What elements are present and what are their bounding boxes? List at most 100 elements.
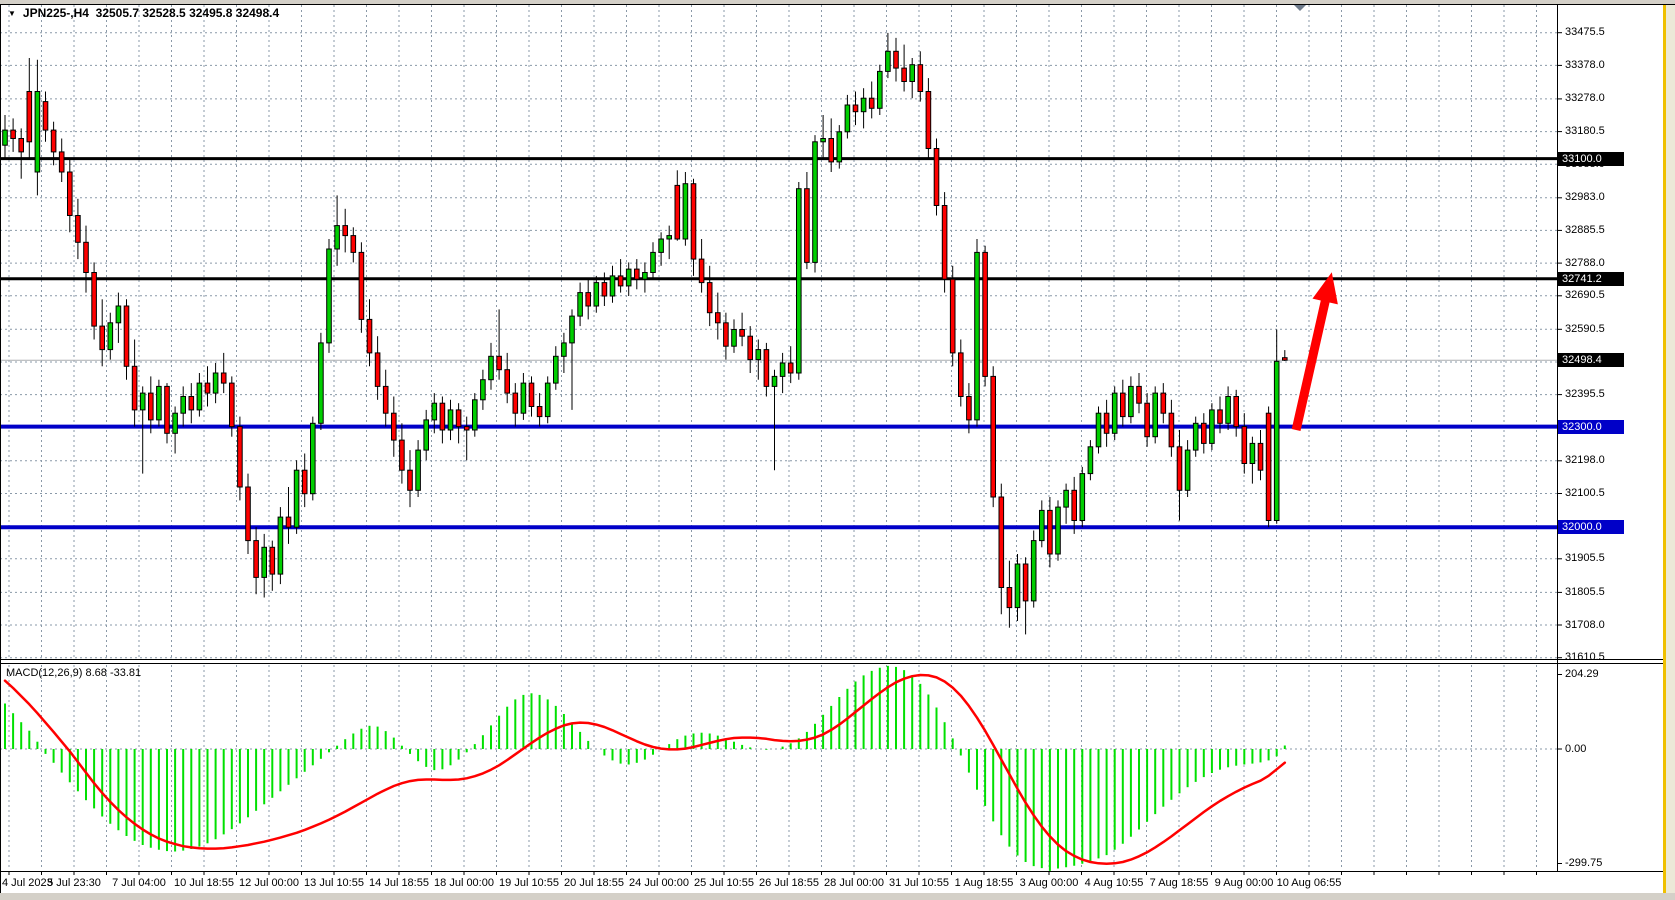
candle-body <box>472 399 478 431</box>
chart-shift-marker-icon[interactable] <box>1294 5 1306 11</box>
candle-body <box>553 355 559 384</box>
time-axis-label: 13 Jul 10:55 <box>304 877 364 889</box>
candle-body <box>1160 392 1167 414</box>
candle-body <box>1249 442 1256 464</box>
candle-body <box>1103 412 1110 434</box>
candle-body <box>747 335 754 361</box>
candle-body <box>1055 506 1061 555</box>
time-axis-label: 18 Jul 00:00 <box>434 877 494 889</box>
candle-body <box>1201 422 1207 444</box>
candle-body <box>561 342 567 357</box>
chart-title-ohlc: 32505.7 32528.5 32495.8 32498.4 <box>95 6 280 20</box>
time-axis-label: 31 Jul 10:55 <box>889 877 949 889</box>
candle-body <box>26 91 33 143</box>
candle-body <box>261 546 267 578</box>
candle-body <box>431 402 438 421</box>
candle-body <box>844 104 851 133</box>
candle-body <box>42 101 49 131</box>
candle-body <box>1282 357 1288 361</box>
candle-body <box>958 352 964 397</box>
price-tick-label: 32395.5 <box>1565 388 1605 401</box>
candle-body <box>885 50 891 72</box>
candle-body <box>852 104 859 113</box>
candle-body <box>642 272 648 280</box>
time-axis-label: 4 Aug 10:55 <box>1084 877 1144 889</box>
price-tick-label: 31905.5 <box>1565 552 1605 565</box>
time-axis-label: 14 Jul 18:55 <box>369 877 429 889</box>
candle-body <box>10 129 16 140</box>
candle-body <box>1209 409 1215 444</box>
candle-body <box>1111 392 1118 434</box>
candle-body <box>682 183 689 240</box>
time-axis-label: 10 Aug 06:55 <box>1276 877 1342 889</box>
candle-body <box>609 275 616 297</box>
candle-body <box>877 70 883 109</box>
price-line-label[interactable]: 32300.0 <box>1558 419 1624 434</box>
window-right-gutter <box>1666 4 1675 893</box>
window-top-edge <box>0 0 1675 4</box>
candle-body <box>1095 412 1102 448</box>
candle-body <box>625 268 632 287</box>
candle-body <box>544 382 551 418</box>
price-line-label[interactable]: 32741.2 <box>1558 271 1624 286</box>
trend-arrow-shaft[interactable] <box>1291 292 1332 431</box>
candle-body <box>277 516 284 575</box>
candle-body <box>285 516 292 528</box>
candle-body <box>1006 587 1013 609</box>
macd-signal-line <box>3 673 1287 865</box>
price-tick-label: 32690.5 <box>1565 289 1605 302</box>
candle-body <box>58 151 65 173</box>
candle-body <box>569 315 575 344</box>
candle-body <box>941 205 948 280</box>
price-line-label[interactable]: 33100.0 <box>1558 151 1624 166</box>
candle-body <box>67 171 73 216</box>
time-axis-label: 7 Jul 04:00 <box>112 877 166 889</box>
candle-body <box>998 496 1005 588</box>
price-tick-label: 32885.5 <box>1565 223 1605 236</box>
candle-body <box>156 385 162 421</box>
candle-body <box>617 275 624 287</box>
price-tick-label: 33278.0 <box>1565 92 1605 105</box>
candle-body <box>229 382 235 428</box>
candle-body <box>139 392 146 411</box>
candle-body <box>293 469 300 528</box>
trend-arrow-head[interactable] <box>1312 272 1338 305</box>
candle-body <box>949 278 956 354</box>
candle-body <box>107 322 114 351</box>
candle-body <box>180 396 186 414</box>
panel-borders <box>0 4 1675 893</box>
candle-body <box>318 342 324 424</box>
candle-body <box>196 382 203 411</box>
price-tick-label: 33475.5 <box>1565 26 1605 39</box>
candle-body <box>666 235 673 240</box>
time-axis-label: 4 Jul 2023 <box>2 877 53 889</box>
macd-indicator <box>3 665 1287 871</box>
candle-body <box>415 449 421 491</box>
price-line-label[interactable]: 32000.0 <box>1558 520 1624 535</box>
candle-body <box>164 385 170 434</box>
candle-body <box>131 365 138 411</box>
candle-body <box>1087 446 1094 475</box>
time-axis-label: 24 Jul 00:00 <box>629 877 689 889</box>
candle-body <box>269 546 276 575</box>
candle-body <box>123 305 130 367</box>
candle-body <box>731 329 737 347</box>
candle-body <box>2 129 8 146</box>
candle-body <box>504 369 510 394</box>
symbol-dropdown-icon[interactable]: ▼ <box>8 9 16 18</box>
price-tick-label: 32590.5 <box>1565 322 1605 335</box>
candle-body <box>658 238 664 253</box>
candle-body <box>488 355 494 381</box>
candle-body <box>423 419 429 451</box>
candle-body <box>601 282 608 297</box>
candle-body <box>253 540 259 578</box>
candle-body <box>148 392 154 421</box>
candle-body <box>455 409 462 428</box>
candle-body <box>1241 426 1248 465</box>
candle-body <box>739 329 745 337</box>
candle-body <box>674 184 681 240</box>
candle-body <box>18 138 24 153</box>
candle-body <box>528 382 535 408</box>
